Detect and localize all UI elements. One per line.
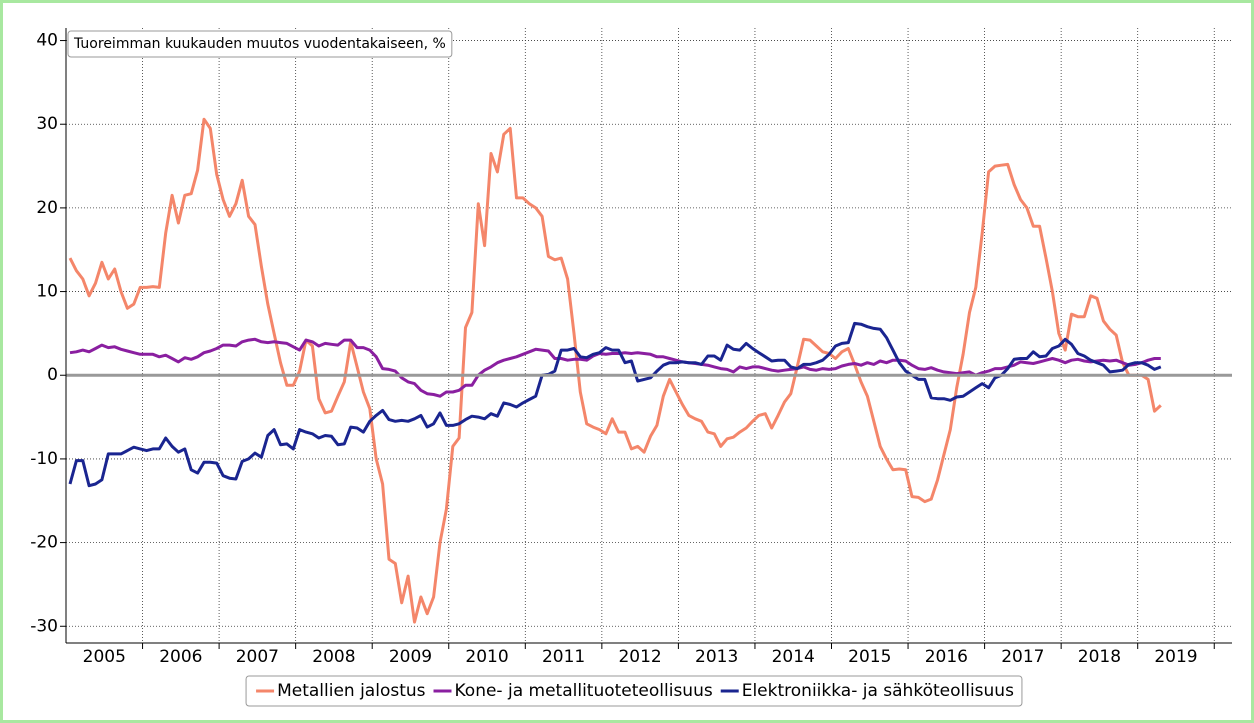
x-tick-label: 2008 — [312, 647, 355, 667]
legend-label: Kone- ja metallituoteteollisuus — [455, 681, 713, 701]
x-tick-label: 2017 — [1001, 647, 1044, 667]
series-line — [68, 117, 1162, 624]
x-tick-label: 2015 — [848, 647, 891, 667]
x-tick-label: 2007 — [236, 647, 279, 667]
legend-label: Metallien jalostus — [277, 681, 426, 701]
x-tick-label: 2006 — [159, 647, 202, 667]
legend-label: Elektroniikka- ja sähköteollisuus — [742, 681, 1014, 701]
grid — [66, 28, 1232, 643]
y-tick-label: 10 — [36, 282, 58, 302]
y-tick-label: -30 — [30, 616, 58, 636]
x-tick-label: 2012 — [618, 647, 661, 667]
x-tick-label: 2005 — [83, 647, 126, 667]
chart-title: Tuoreimman kuukauden muutos vuodentakais… — [73, 36, 446, 52]
legend: Metallien jalostus Kone- ja metallituotet… — [256, 681, 1014, 701]
x-tick-label: 2011 — [542, 647, 585, 667]
y-tick-label: -10 — [30, 449, 58, 469]
x-tick-label: 2009 — [389, 647, 432, 667]
x-tick-label: 2013 — [695, 647, 738, 667]
x-tick-label: 2014 — [772, 647, 815, 667]
title-box — [67, 30, 453, 58]
y-tick-label: 20 — [36, 198, 58, 218]
x-tick-label: 2019 — [1154, 647, 1197, 667]
axes: -30 -20 -10 0 10 20 30 40 2005 2006 2007 2008 2009 20… — [30, 28, 1232, 667]
y-tick-label: -20 — [30, 533, 58, 553]
y-tick-label: 40 — [36, 31, 58, 51]
legend-box — [245, 675, 1023, 707]
y-tick-label: 0 — [47, 365, 58, 385]
y-tick-label: 30 — [36, 114, 58, 134]
series-line — [68, 321, 1162, 488]
x-tick-label: 2016 — [925, 647, 968, 667]
plot-area — [66, 28, 1232, 643]
x-tick-label: 2018 — [1078, 647, 1121, 667]
x-tick-label: 2010 — [465, 647, 508, 667]
